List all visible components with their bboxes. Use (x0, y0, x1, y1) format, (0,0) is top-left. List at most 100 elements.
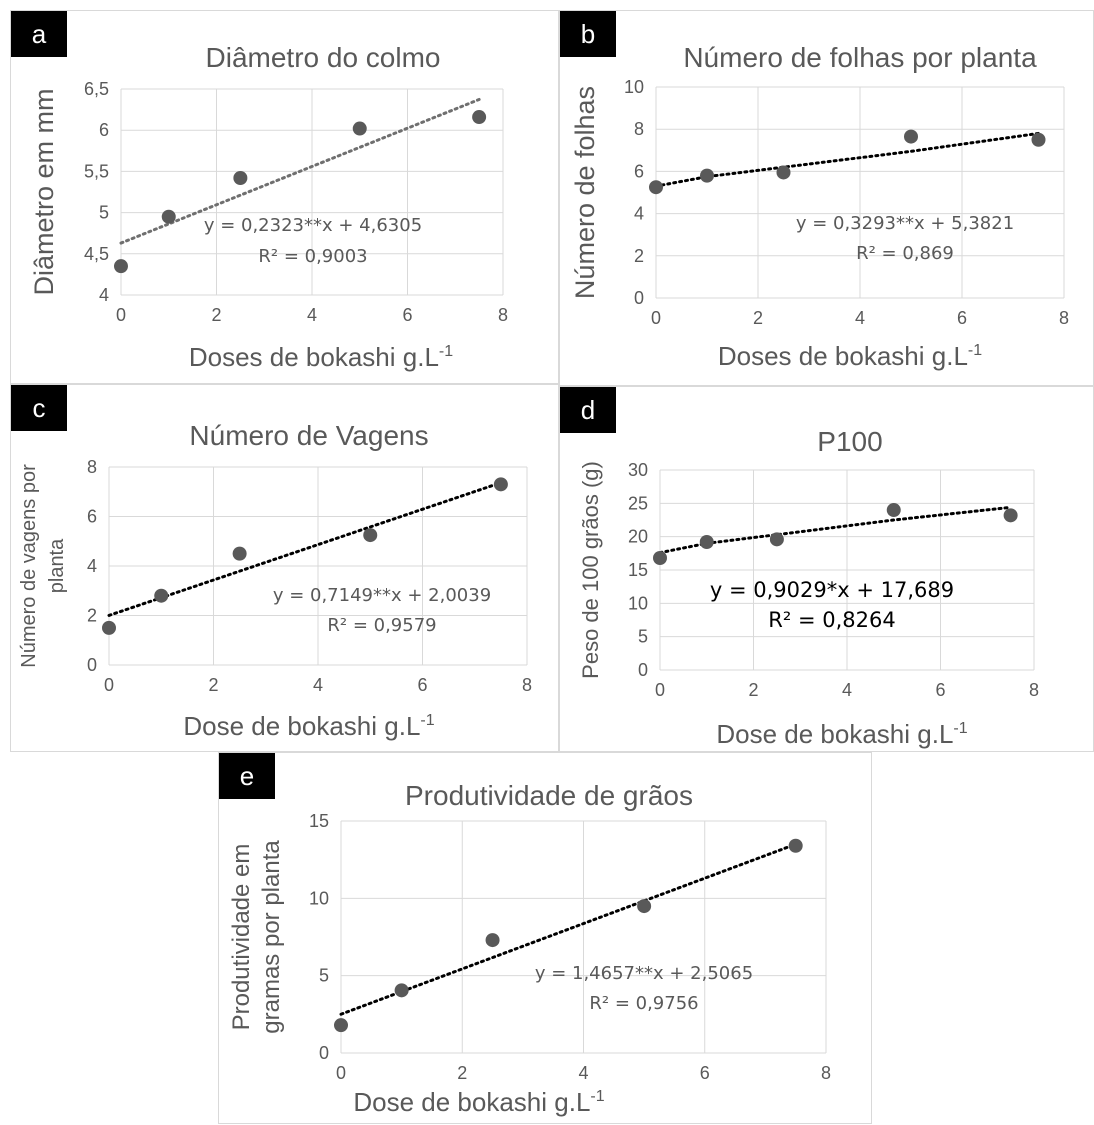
y-axis-label: Diâmetro em mm (29, 88, 59, 295)
data-point (102, 620, 116, 635)
y-tick-label: 8 (87, 457, 97, 477)
data-point (769, 532, 784, 547)
data-point (232, 546, 247, 561)
chart-panel-a: a Diâmetro do colmo 0 2 4 6 8 4 4,5 5 5,5 6 6,5 Dose… (10, 10, 559, 384)
chart-a-svg: Diâmetro do colmo 0 2 4 6 8 4 4,5 5 5,5 6 6,5 Doses … (29, 42, 508, 372)
y-tick-label: 2 (87, 606, 97, 626)
r-squared-label: R² = 0,9756 (589, 993, 698, 1014)
y-tick-label: 4 (634, 204, 644, 224)
x-tick-label: 2 (211, 305, 221, 325)
x-axis-label-main: Dose de bokashi g.L (183, 711, 420, 741)
panel-letter-b: b (560, 11, 616, 57)
chart-e-svg: Produtividade de grãos 0 2 4 6 8 0 5 10 15 Dose de… (228, 780, 831, 1117)
trendline (658, 505, 1013, 555)
y-axis-label: Número de folhas (570, 86, 600, 299)
x-tick-label: 0 (651, 308, 661, 328)
x-axis-label-superscript: -1 (439, 343, 453, 360)
r-squared-label: R² = 0,869 (856, 243, 954, 264)
panel-letter-a: a (11, 11, 67, 57)
r-squared-label: R² = 0,9579 (327, 615, 436, 636)
x-axis-label-superscript: -1 (968, 342, 982, 359)
y-tick-label: 0 (87, 655, 97, 675)
data-point (699, 535, 714, 549)
y-tick-label: 6 (87, 507, 97, 527)
data-point (352, 121, 367, 136)
y-tick-label: 15 (309, 811, 329, 831)
chart-panel-d: d P100 0 2 4 6 8 0 5 10 15 20 25 30 Dose de bokashi g… (559, 386, 1094, 752)
data-point (776, 165, 791, 180)
trendline (107, 481, 503, 617)
chart-panel-c: c Número de Vagens 0 2 4 6 8 0 2 4 6 8 Dose de boka… (10, 384, 559, 752)
chart-title: Número de folhas por planta (683, 42, 1037, 73)
data-point (1031, 132, 1046, 147)
chart-panel-e: e Produtividade de grãos 0 2 4 6 8 0 5 10 15 Dose … (218, 752, 872, 1124)
x-axis-label-main: Dose de bokashi g.L (716, 719, 953, 749)
panel-letter-e: e (219, 753, 275, 799)
x-tick-label: 8 (1029, 680, 1039, 700)
data-point (649, 180, 663, 195)
chart-b-svg: Número de folhas por planta 0 2 4 6 8 0 2 4 6 8 10 D… (570, 42, 1069, 371)
regression-equation: y = 0,2323**x + 4,6305 (204, 215, 422, 236)
data-point (233, 170, 248, 185)
data-point (886, 503, 901, 517)
data-point (485, 933, 500, 948)
y-tick-label: 15 (628, 560, 648, 580)
x-axis-label: Dose de bokashi g.L-1 (353, 1087, 604, 1117)
y-tick-label: 2 (634, 246, 644, 266)
y-tick-label: 10 (309, 888, 329, 908)
y-tick-label: 25 (628, 493, 648, 513)
data-point (114, 259, 128, 274)
y-axis-label: Peso de 100 grãos (g) (578, 461, 603, 679)
x-tick-label: 2 (748, 680, 758, 700)
chart-d-svg: P100 0 2 4 6 8 0 5 10 15 20 25 30 Dose de bokashi g.L… (578, 426, 1039, 749)
x-axis-label-superscript: -1 (590, 1088, 604, 1105)
y-tick-label: 5 (638, 627, 648, 647)
panel-letter-d: d (560, 387, 616, 433)
regression-equation: y = 0,3293**x + 5,3821 (796, 213, 1014, 234)
x-axis-label: Doses de bokashi g.L-1 (189, 342, 453, 372)
y-tick-label: 0 (634, 288, 644, 308)
chart-panel-b: b Número de folhas por planta 0 2 4 6 8 0 2 4 6 8 1… (559, 10, 1094, 386)
x-tick-label: 6 (402, 305, 412, 325)
chart-title: Produtividade de grãos (405, 780, 693, 811)
x-tick-label: 0 (104, 675, 114, 695)
data-point (1003, 508, 1018, 523)
data-point (363, 528, 378, 543)
y-axis-label: planta (46, 538, 68, 593)
trendline (119, 97, 481, 245)
data-point (700, 168, 714, 183)
x-tick-label: 8 (821, 1063, 831, 1083)
x-tick-label: 2 (753, 308, 763, 328)
x-tick-label: 6 (417, 675, 427, 695)
y-axis-label: Produtividade em (228, 844, 255, 1031)
x-axis-label: Doses de bokashi g.L-1 (718, 341, 982, 371)
data-point (493, 477, 508, 492)
y-axis-label: gramas por planta (258, 840, 285, 1034)
x-axis-label-superscript: -1 (420, 712, 434, 729)
regression-equation: y = 1,4657**x + 2,5065 (535, 963, 753, 984)
x-tick-label: 2 (457, 1063, 467, 1083)
data-point (788, 838, 803, 853)
data-point (334, 1018, 348, 1033)
trendline (339, 842, 798, 1016)
data-point (653, 551, 667, 565)
x-tick-label: 4 (578, 1063, 588, 1083)
x-tick-label: 8 (1059, 308, 1069, 328)
x-axis-label-main: Dose de bokashi g.L (353, 1087, 590, 1117)
r-squared-label: R² = 0,8264 (768, 608, 895, 632)
data-point (394, 983, 409, 998)
panel-letter-c: c (11, 385, 67, 431)
y-tick-label: 5 (99, 203, 109, 223)
y-tick-label: 4,5 (84, 244, 109, 264)
y-tick-label: 0 (638, 660, 648, 680)
data-point (472, 110, 487, 125)
data-point (154, 588, 169, 603)
r-squared-label: R² = 0,9003 (258, 246, 367, 267)
x-tick-label: 4 (842, 680, 852, 700)
y-tick-label: 30 (628, 460, 648, 480)
x-tick-label: 6 (935, 680, 945, 700)
x-tick-label: 4 (855, 308, 865, 328)
x-tick-label: 2 (208, 675, 218, 695)
x-axis-label-main: Doses de bokashi g.L (189, 342, 439, 372)
data-point (637, 899, 652, 914)
